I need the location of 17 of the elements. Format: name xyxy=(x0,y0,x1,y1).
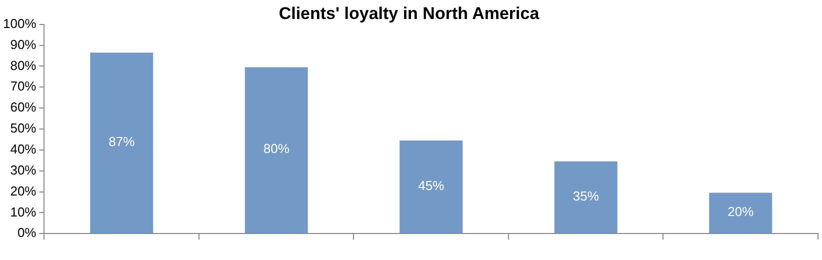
data-label: 35% xyxy=(572,188,600,204)
y-tick-label: 0% xyxy=(17,225,37,240)
data-label: 45% xyxy=(418,178,445,193)
y-tick-label: 60% xyxy=(10,100,37,115)
y-tick-label: 90% xyxy=(10,36,37,52)
chart-title: Clients' loyalty in North America xyxy=(278,4,540,23)
y-tick-label: 20% xyxy=(10,183,37,198)
y-tick-label: 100% xyxy=(3,16,37,31)
y-tick-label: 80% xyxy=(10,58,37,73)
data-label: 87% xyxy=(108,134,136,149)
y-tick-label: 40% xyxy=(10,142,37,156)
y-tick-label: 70% xyxy=(10,78,37,94)
y-tick-label: 50% xyxy=(10,120,37,136)
data-label: 20% xyxy=(728,204,754,220)
data-label: 80% xyxy=(263,141,290,156)
y-tick-label: 10% xyxy=(10,204,37,220)
y-tick-label: 30% xyxy=(10,162,37,178)
